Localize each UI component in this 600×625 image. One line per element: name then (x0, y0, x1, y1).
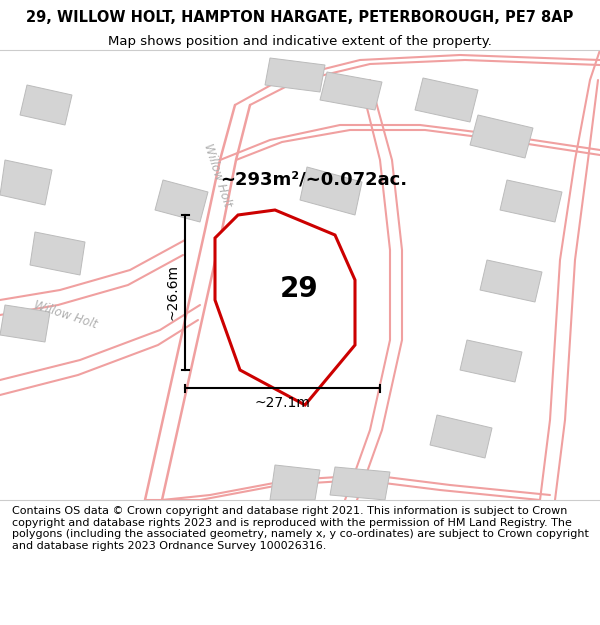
Text: ~26.6m: ~26.6m (166, 264, 180, 321)
Text: Willow Holt: Willow Holt (202, 142, 235, 208)
Text: 29: 29 (280, 274, 319, 302)
Text: Map shows position and indicative extent of the property.: Map shows position and indicative extent… (108, 35, 492, 48)
Polygon shape (320, 72, 382, 110)
Polygon shape (265, 58, 325, 92)
Polygon shape (470, 115, 533, 158)
Polygon shape (155, 180, 208, 222)
Polygon shape (0, 160, 52, 205)
Polygon shape (330, 467, 390, 500)
Text: ~293m²/~0.072ac.: ~293m²/~0.072ac. (220, 170, 407, 188)
Polygon shape (480, 260, 542, 302)
Polygon shape (460, 340, 522, 382)
Text: Willow Holt: Willow Holt (32, 299, 98, 331)
Polygon shape (270, 465, 320, 500)
Text: 29, WILLOW HOLT, HAMPTON HARGATE, PETERBOROUGH, PE7 8AP: 29, WILLOW HOLT, HAMPTON HARGATE, PETERB… (26, 10, 574, 25)
Text: ~27.1m: ~27.1m (254, 396, 310, 410)
Polygon shape (430, 415, 492, 458)
Polygon shape (300, 167, 362, 215)
Text: Contains OS data © Crown copyright and database right 2021. This information is : Contains OS data © Crown copyright and d… (12, 506, 589, 551)
Polygon shape (215, 210, 355, 405)
Polygon shape (0, 305, 50, 342)
Polygon shape (415, 78, 478, 122)
Polygon shape (20, 85, 72, 125)
Polygon shape (500, 180, 562, 222)
Polygon shape (30, 232, 85, 275)
